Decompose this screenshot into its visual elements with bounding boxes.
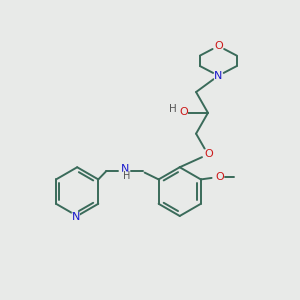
- Text: H: H: [169, 104, 177, 114]
- Text: N: N: [71, 212, 80, 223]
- Text: N: N: [121, 164, 130, 174]
- Text: O: O: [214, 41, 223, 51]
- Text: O: O: [204, 149, 213, 160]
- Text: O: O: [215, 172, 224, 182]
- Text: H: H: [122, 172, 130, 182]
- Text: O: O: [179, 107, 188, 117]
- Text: N: N: [214, 71, 223, 81]
